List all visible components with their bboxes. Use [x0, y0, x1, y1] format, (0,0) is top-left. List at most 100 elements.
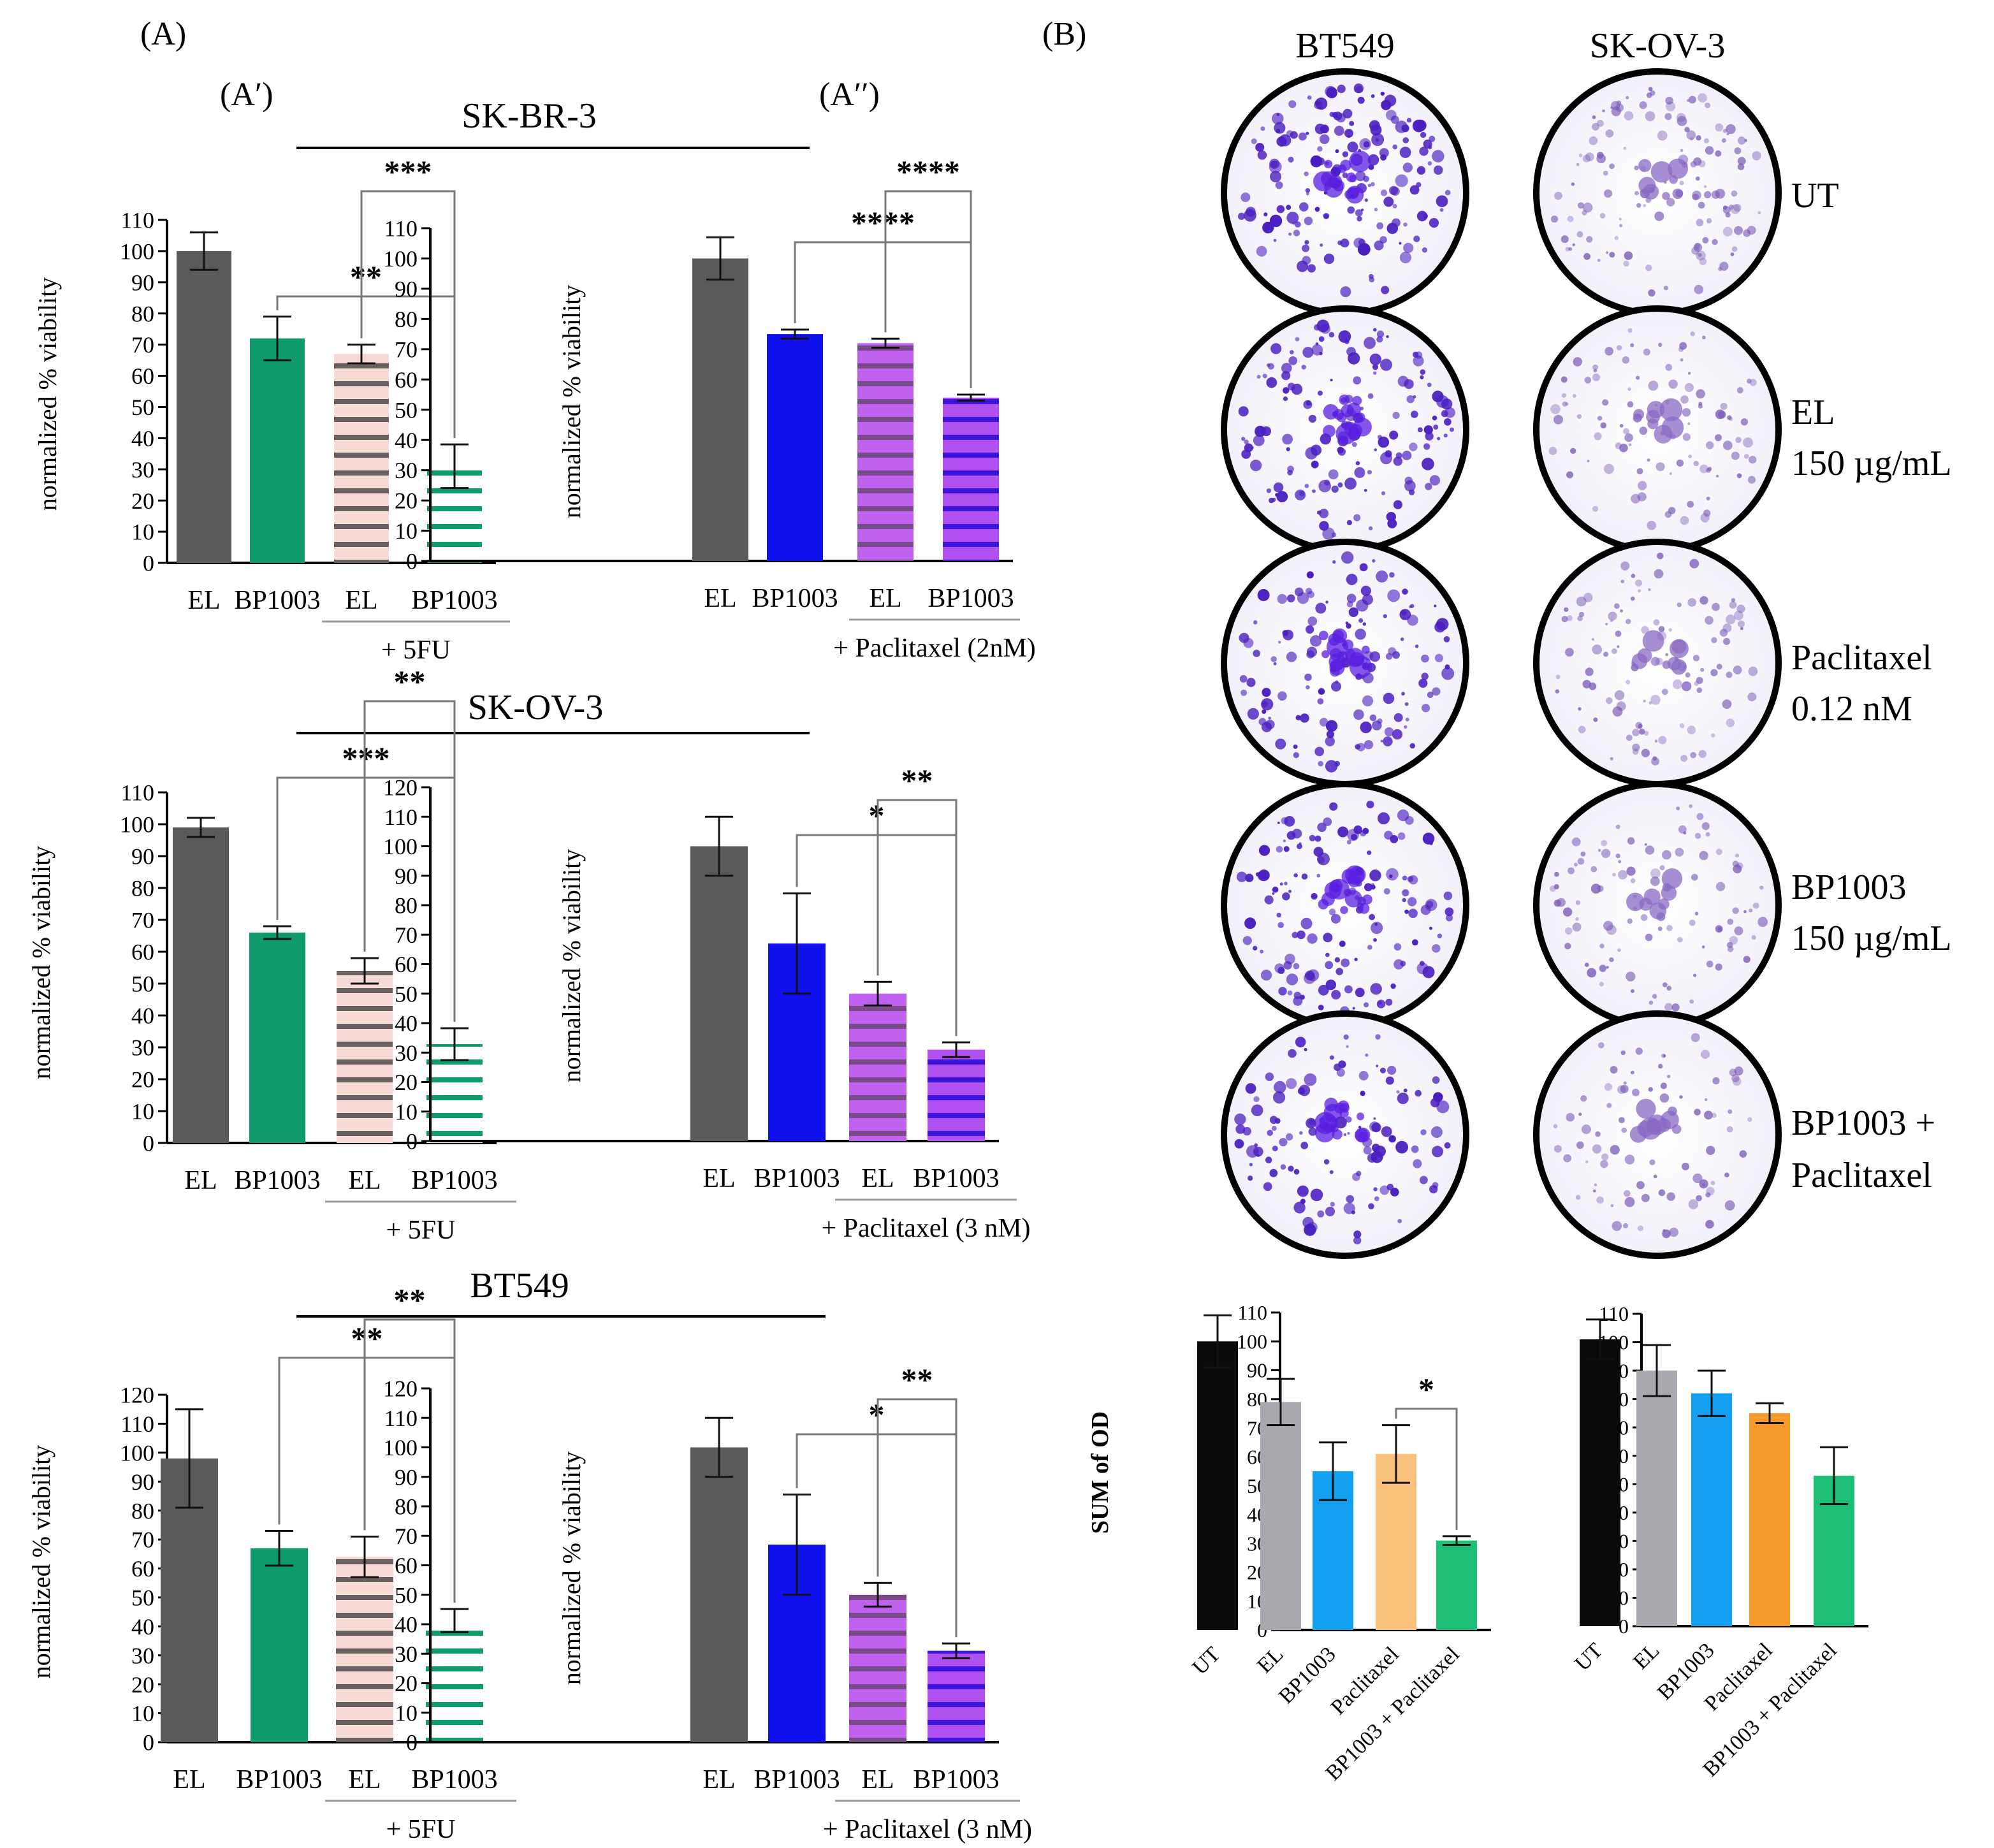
- colony: [1664, 113, 1672, 120]
- y-tick-label: 0: [1619, 1615, 1629, 1638]
- colony: [1696, 687, 1703, 693]
- y-tick-label: 100: [383, 1435, 418, 1460]
- colony: [1368, 273, 1374, 279]
- colony: [1593, 1190, 1596, 1193]
- colony: [1734, 147, 1742, 154]
- colony-cluster: [1323, 1103, 1343, 1123]
- colony: [1650, 695, 1661, 705]
- y-tick-label: 10: [395, 518, 418, 544]
- colony: [1417, 427, 1423, 433]
- y-tick-label: 30: [395, 1040, 418, 1066]
- colony: [1726, 1126, 1733, 1133]
- y-tick-label: 120: [120, 1383, 154, 1408]
- colony: [1638, 481, 1647, 490]
- y-tick-label: 90: [395, 277, 418, 302]
- colony: [1594, 1183, 1597, 1186]
- colony: [1387, 589, 1401, 602]
- colony: [1416, 166, 1426, 175]
- colony: [1690, 137, 1694, 141]
- colony: [1654, 569, 1664, 579]
- colony: [1623, 260, 1629, 267]
- colony: [1287, 465, 1294, 473]
- colony: [1404, 702, 1409, 706]
- colony: [1662, 982, 1668, 987]
- colony: [1288, 1165, 1294, 1172]
- colony: [1381, 286, 1390, 295]
- colony: [1358, 1071, 1369, 1080]
- colony: [1397, 809, 1409, 822]
- colony: [1657, 130, 1668, 141]
- colony: [1566, 1112, 1575, 1122]
- y-axis-label: normalized % viability: [27, 846, 55, 1080]
- colony: [1693, 243, 1703, 252]
- colony: [1295, 337, 1300, 342]
- colony: [1353, 709, 1364, 720]
- significance-label: *: [869, 1397, 885, 1432]
- y-tick-label: 80: [395, 893, 418, 919]
- colony: [1381, 1126, 1392, 1137]
- bar: [177, 251, 231, 563]
- colony: [1648, 1087, 1653, 1092]
- colony: [1590, 866, 1597, 873]
- colony: [1695, 176, 1700, 181]
- colony: [1583, 592, 1593, 602]
- colony: [1270, 171, 1281, 182]
- colony: [1626, 866, 1636, 876]
- colony: [1698, 750, 1707, 759]
- colony: [1623, 428, 1629, 435]
- colony: [1645, 111, 1656, 122]
- colony: [1404, 379, 1414, 389]
- colony: [1247, 708, 1259, 720]
- y-tick-label: 80: [395, 1494, 418, 1520]
- chart-skov3-paclitaxel: 0 10 20 30 40 50 60 70 80 90 100 110 120 normalized %…: [383, 762, 1031, 1243]
- colony: [1564, 943, 1571, 950]
- x-tick-label: EL: [348, 1765, 381, 1794]
- y-tick-label: 60: [131, 1556, 154, 1582]
- colony: [1253, 650, 1260, 657]
- colony: [1392, 203, 1397, 208]
- colony: [1606, 697, 1613, 704]
- colony: [1611, 648, 1617, 654]
- colony: [1413, 1159, 1422, 1168]
- y-tick-label: 30: [131, 457, 154, 483]
- y-tick-label: 120: [383, 1376, 418, 1402]
- colony: [1429, 926, 1432, 930]
- colony: [1728, 1109, 1733, 1114]
- colony: [1662, 1229, 1671, 1239]
- colony: [1266, 363, 1270, 367]
- colony-cluster: [1633, 409, 1645, 420]
- colony: [1329, 1055, 1334, 1060]
- colony: [1365, 1053, 1369, 1057]
- colony: [1344, 339, 1350, 344]
- y-tick-label: 10: [131, 520, 154, 545]
- colony: [1420, 369, 1426, 375]
- colony: [1308, 414, 1317, 423]
- colony: [1419, 961, 1425, 966]
- colony: [1399, 251, 1411, 264]
- colony: [1364, 488, 1367, 492]
- colony: [1699, 596, 1708, 605]
- colony: [1299, 1131, 1303, 1135]
- colony: [1636, 375, 1640, 380]
- colony: [1358, 618, 1364, 623]
- colony: [1318, 1005, 1324, 1010]
- colony: [1376, 330, 1385, 338]
- colony: [1619, 1117, 1625, 1123]
- y-tick-label: 90: [131, 844, 154, 869]
- y-tick-label: 100: [1237, 1330, 1267, 1353]
- colony: [1269, 1168, 1278, 1177]
- colony: [1699, 1179, 1708, 1189]
- colony: [1626, 618, 1631, 625]
- bar: [1691, 1393, 1732, 1626]
- colony: [1580, 1095, 1587, 1102]
- colony: [1245, 1083, 1256, 1094]
- y-tick-label: 100: [383, 246, 418, 272]
- x-tick-label: EL: [173, 1765, 205, 1794]
- colony: [1615, 630, 1622, 637]
- colony: [1429, 218, 1439, 228]
- colony: [1592, 122, 1599, 131]
- colony: [1601, 1153, 1609, 1161]
- colony: [1371, 922, 1383, 935]
- colony: [1262, 374, 1267, 379]
- y-tick-label: 0: [406, 549, 418, 574]
